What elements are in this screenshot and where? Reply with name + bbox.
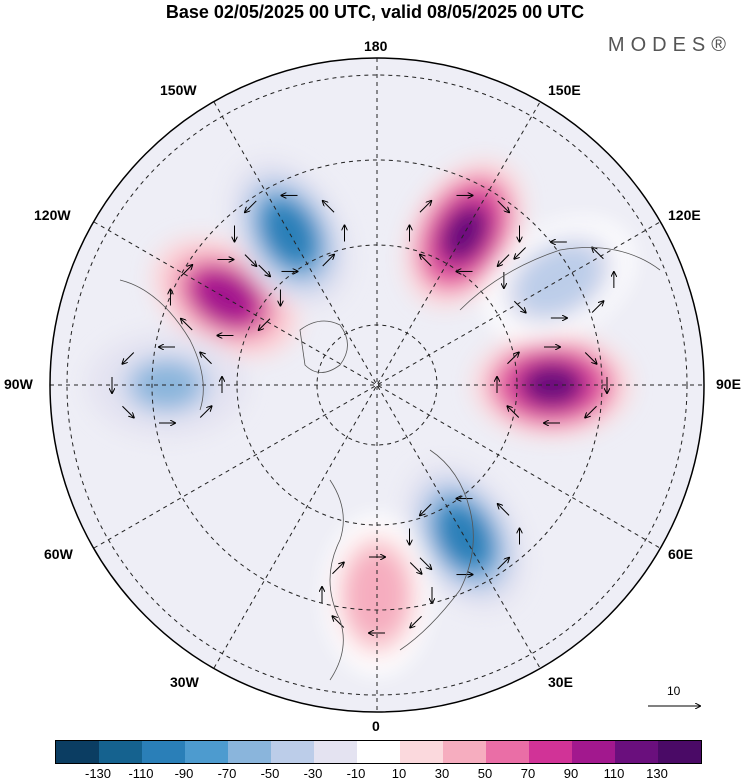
colorbar-swatch	[314, 741, 357, 763]
wind-arrow	[409, 562, 421, 573]
colorbar-swatch	[142, 741, 185, 763]
colorbar-tick-label: -130	[84, 766, 112, 781]
map-title: Base 02/05/2025 00 UTC, valid 08/05/2025…	[165, 2, 585, 22]
wind-arrow	[332, 562, 343, 575]
polar-map	[49, 57, 705, 713]
colorbar-swatch	[357, 741, 400, 763]
wind-arrow	[199, 406, 211, 418]
lon-label-150e: 150E	[548, 82, 581, 98]
lon-label-120e: 120E	[668, 207, 701, 223]
colorbar-swatch	[185, 741, 228, 763]
colorbar-swatch	[400, 741, 443, 763]
wind-arrow	[497, 200, 509, 212]
colorbar-tick-label: -50	[260, 766, 280, 781]
colorbar-swatch	[56, 741, 99, 763]
anomaly-contour	[521, 363, 583, 407]
colorbar-tick-label: -30	[303, 766, 323, 781]
anomaly-contour	[136, 363, 198, 407]
wind-arrow	[419, 557, 431, 569]
lon-label-90w: 90W	[4, 376, 33, 392]
wind-arrow	[497, 558, 509, 570]
colorbar-tick-label: 30	[434, 766, 450, 781]
wind-arrow	[122, 352, 135, 363]
anomaly-contour	[440, 204, 489, 263]
anomaly-contour	[196, 273, 255, 322]
wind-arrow	[584, 352, 596, 363]
colorbar-tick-label: 110	[603, 766, 625, 781]
wind-arrow	[498, 254, 510, 266]
lon-label-60e: 60E	[668, 546, 693, 562]
graticule	[50, 58, 704, 712]
coastlines	[119, 247, 661, 681]
colorbar-swatch	[271, 741, 314, 763]
colorbar-swatch	[486, 741, 529, 763]
lon-label-150w: 150W	[160, 82, 197, 98]
wind-arrow	[507, 406, 520, 418]
colorbar-ticks: -130 -110 -90 -70 -50 -30 -10 10 30 50 70 90 110 130	[55, 766, 700, 781]
colorbar-swatch	[615, 741, 658, 763]
colorbar-tick-label: 70	[520, 766, 536, 781]
colorbar-tick-label: -90	[174, 766, 194, 781]
wind-arrow	[507, 352, 518, 365]
wind-arrow	[322, 255, 334, 267]
brand-logo: MODES®	[607, 34, 732, 56]
reference-vector-label: 10	[667, 684, 681, 698]
colorbar	[55, 740, 702, 764]
colorbar-swatch	[572, 741, 615, 763]
map-border	[49, 57, 705, 713]
lon-label-30e: 30E	[548, 674, 573, 690]
lon-label-180: 180	[364, 38, 388, 54]
colorbar-tick-label: -10	[346, 766, 366, 781]
anomaly-contour	[265, 204, 314, 263]
lon-label-0: 0	[372, 718, 380, 734]
wind-arrow	[259, 318, 271, 330]
lon-label-30w: 30W	[170, 674, 199, 690]
anomaly-contour	[440, 507, 489, 566]
colorbar-tick-label: 10	[391, 766, 407, 781]
colorbar-tick-label: -70	[217, 766, 237, 781]
lon-label-90e: 90E	[716, 376, 741, 392]
wind-arrow	[258, 264, 270, 276]
colorbar-tick-label: 130	[646, 766, 668, 781]
wind-arrow	[410, 615, 422, 627]
wind-arrow	[498, 504, 510, 516]
wind-arrow	[200, 352, 212, 365]
wind-arrow	[181, 319, 193, 331]
wind-arrow	[180, 265, 192, 277]
colorbar-tick-label: 90	[563, 766, 579, 781]
wind-arrow	[514, 247, 526, 258]
wind-arrow	[323, 201, 335, 213]
wind-arrow	[513, 300, 525, 312]
wind-arrow	[420, 503, 432, 515]
wind-arrow	[420, 255, 432, 267]
colorbar-swatch	[443, 741, 486, 763]
wind-arrow	[592, 247, 604, 260]
lon-label-120w: 120W	[34, 207, 71, 223]
wind-arrow	[419, 201, 431, 213]
colorbar-tick-label: 50	[477, 766, 493, 781]
colorbar-swatch	[529, 741, 572, 763]
wind-arrow	[245, 200, 257, 212]
wind-arrow	[122, 405, 133, 417]
wind-arrow	[244, 254, 256, 266]
colorbar-swatch	[99, 741, 142, 763]
colorbar-swatch	[658, 741, 701, 763]
wind-arrow	[591, 301, 603, 313]
wind-arrow	[585, 405, 597, 417]
wind-vectors	[112, 195, 614, 633]
colorbar-swatch	[228, 741, 271, 763]
lon-label-60w: 60W	[44, 546, 73, 562]
colorbar-tick-label: -110	[128, 766, 154, 781]
